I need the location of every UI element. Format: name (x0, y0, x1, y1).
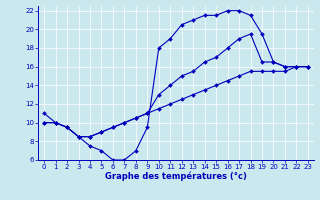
X-axis label: Graphe des températures (°c): Graphe des températures (°c) (105, 172, 247, 181)
